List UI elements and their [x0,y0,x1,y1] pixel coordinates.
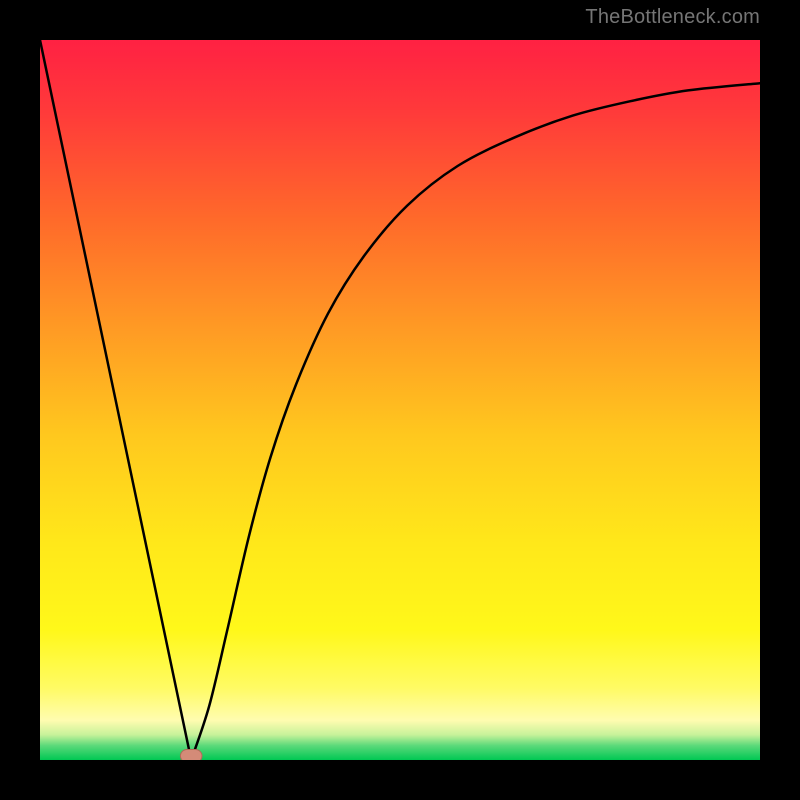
bottleneck-chart [40,40,760,760]
plot-area [40,40,760,760]
chart-frame: TheBottleneck.com [0,0,800,800]
gradient-background [40,40,760,760]
optimum-marker [180,750,202,760]
watermark-text: TheBottleneck.com [585,6,760,29]
